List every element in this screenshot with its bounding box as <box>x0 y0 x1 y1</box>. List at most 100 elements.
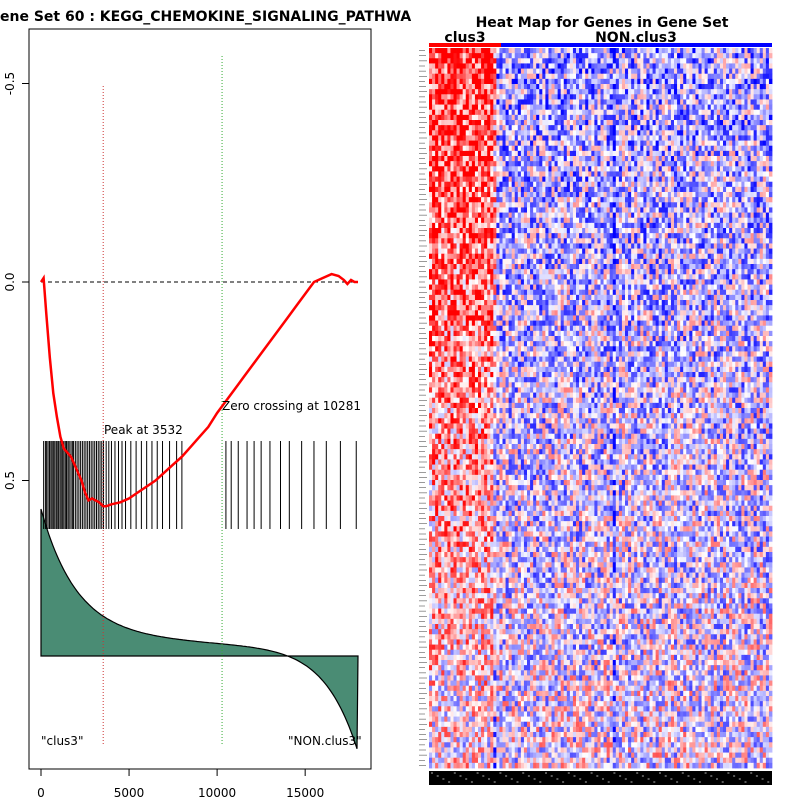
heatmap-cell <box>554 228 559 234</box>
heatmap-cell <box>695 212 699 219</box>
heatmap-cell <box>753 181 758 188</box>
heatmap-cell <box>664 202 669 208</box>
heatmap-cell <box>499 73 503 80</box>
heatmap-cell <box>628 212 632 219</box>
heatmap-cell <box>569 89 574 95</box>
heatmap-cell <box>621 63 626 69</box>
heatmap-cell <box>487 212 491 219</box>
heatmap-cell <box>514 176 519 183</box>
heatmap-cell <box>548 212 552 219</box>
heatmap-cell <box>481 84 485 90</box>
heatmap-cell <box>618 68 623 75</box>
heatmap-cell <box>713 202 718 208</box>
heatmap-cell <box>566 145 571 152</box>
heatmap-cell <box>508 181 513 188</box>
heatmap-cell <box>579 84 583 90</box>
heatmap-cell <box>429 181 433 188</box>
heatmap-cell <box>670 212 675 219</box>
heatmap-cell <box>594 238 598 244</box>
heatmap-cell <box>450 73 454 80</box>
heatmap-cell <box>536 145 540 152</box>
heatmap-cell <box>640 269 644 275</box>
heatmap-cell <box>471 264 476 270</box>
heatmap-cell <box>655 253 660 260</box>
heatmap-cell <box>474 161 479 167</box>
heatmap-cell <box>689 197 693 203</box>
heatmap-cell <box>600 248 604 255</box>
heatmap-cell <box>707 161 712 167</box>
heatmap-cell <box>530 217 534 224</box>
heatmap-cell <box>576 58 580 64</box>
heatmap-cell <box>493 73 497 80</box>
heatmap-cell <box>579 222 583 229</box>
heatmap-cell <box>661 253 666 260</box>
heatmap-cell <box>496 135 500 141</box>
heatmap-cell <box>677 156 681 162</box>
heatmap-cell <box>490 104 494 111</box>
heatmap-cell <box>692 125 696 131</box>
heatmap-cell <box>560 120 565 126</box>
heatmap-cell <box>603 181 608 188</box>
heatmap-cell <box>523 264 528 270</box>
heatmap-cell <box>456 68 461 75</box>
heatmap-cell <box>490 63 494 69</box>
heatmap-cell <box>756 84 761 90</box>
heatmap-cell <box>462 212 467 219</box>
heatmap-cell <box>664 238 669 244</box>
heatmap-cell <box>652 253 657 260</box>
heatmap-cell <box>716 202 721 208</box>
heatmap-cell <box>481 48 485 54</box>
heatmap-cell <box>744 125 748 131</box>
heatmap-cell <box>429 269 433 275</box>
heatmap-cell <box>643 222 647 229</box>
heatmap-cell <box>631 253 635 260</box>
heatmap-cell <box>468 166 473 172</box>
heatmap-cell <box>643 89 647 95</box>
heatmap-cell <box>686 114 690 121</box>
heatmap-cell <box>551 161 555 167</box>
heatmap-cell <box>707 243 712 249</box>
heatmap-cell <box>677 140 681 147</box>
heatmap-cell <box>768 104 773 111</box>
heatmap-cell <box>618 258 623 265</box>
heatmap-cell <box>520 233 525 239</box>
heatmap-cell <box>441 89 445 95</box>
heatmap-cell <box>474 99 479 105</box>
heatmap-cell <box>732 166 736 172</box>
heatmap-cell <box>768 73 773 80</box>
heatmap-cell <box>588 186 592 193</box>
heatmap-cell <box>719 120 724 126</box>
heatmap-cell <box>474 150 479 157</box>
heatmap-cell <box>726 63 730 69</box>
heatmap-cell <box>511 192 516 198</box>
heatmap-cell <box>450 161 454 167</box>
heatmap-cell <box>658 125 663 131</box>
heatmap-cell <box>450 94 454 100</box>
heatmap-cell <box>585 109 589 116</box>
heatmap-cell <box>576 171 580 177</box>
heatmap-cell <box>563 161 568 167</box>
heatmap-cell <box>634 120 638 126</box>
heatmap-cell <box>689 243 693 249</box>
heatmap-cell <box>658 58 663 64</box>
heatmap-cell <box>572 269 577 275</box>
heatmap-cell <box>502 233 506 239</box>
heatmap-cell <box>628 243 632 249</box>
heatmap-cell <box>661 58 666 64</box>
heatmap-cell <box>484 181 488 188</box>
heatmap-cell <box>478 243 482 249</box>
heatmap-cell <box>744 63 748 69</box>
heatmap-cell <box>658 114 663 121</box>
heatmap-cell <box>655 84 660 90</box>
heatmap-cell <box>527 99 531 105</box>
heatmap-cell <box>523 120 528 126</box>
heatmap-cell <box>735 264 739 270</box>
heatmap-cell <box>701 140 706 147</box>
heatmap-cell <box>750 264 755 270</box>
heatmap-cell <box>612 68 617 75</box>
heatmap-cell <box>499 217 503 224</box>
heatmap-cell <box>453 222 457 229</box>
heatmap-cell <box>747 63 751 69</box>
heatmap-cell <box>527 228 531 234</box>
heatmap-cell <box>462 68 467 75</box>
